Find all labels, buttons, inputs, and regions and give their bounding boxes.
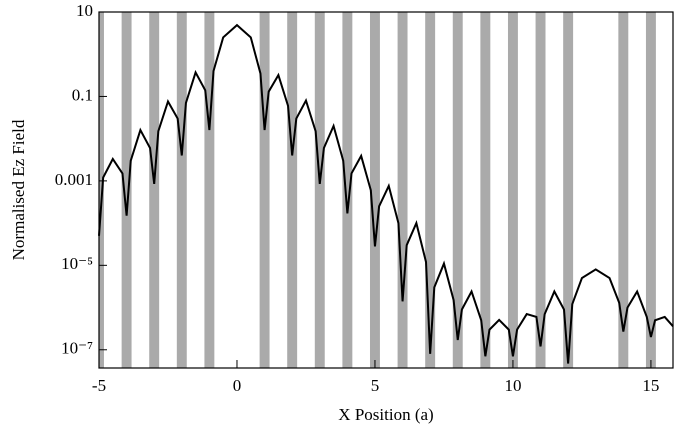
y-tick-label: 10 [76, 1, 93, 20]
rod [149, 12, 160, 368]
rod [535, 12, 546, 368]
y-tick-label: 0.1 [72, 85, 93, 104]
rod [563, 12, 574, 368]
y-tick-label: 10⁻⁵ [61, 254, 93, 273]
rod [645, 12, 656, 368]
x-tick-label: 0 [233, 376, 242, 395]
x-tick-label: 15 [642, 376, 659, 395]
y-axis-label: Normalised Ez Field [9, 119, 28, 260]
rod [204, 12, 215, 368]
field-line [98, 23, 674, 364]
rod [369, 12, 380, 368]
y-tick-label: 10⁻⁷ [61, 339, 93, 358]
rod [425, 12, 436, 368]
x-tick-label: -5 [92, 376, 106, 395]
rod [507, 12, 518, 368]
plot-frame [98, 11, 674, 369]
rod [121, 12, 132, 368]
rod [618, 12, 629, 368]
rod [176, 12, 187, 368]
rod [480, 12, 491, 368]
rod [452, 12, 463, 368]
rod [259, 12, 270, 368]
x-axis-label: X Position (a) [338, 405, 433, 424]
y-tick-label: 0.001 [55, 170, 93, 189]
rod [397, 12, 408, 368]
x-tick-label: 10 [504, 376, 521, 395]
x-tick-label: 5 [371, 376, 380, 395]
rod [314, 12, 325, 368]
rod [342, 12, 353, 368]
rod [287, 12, 298, 368]
